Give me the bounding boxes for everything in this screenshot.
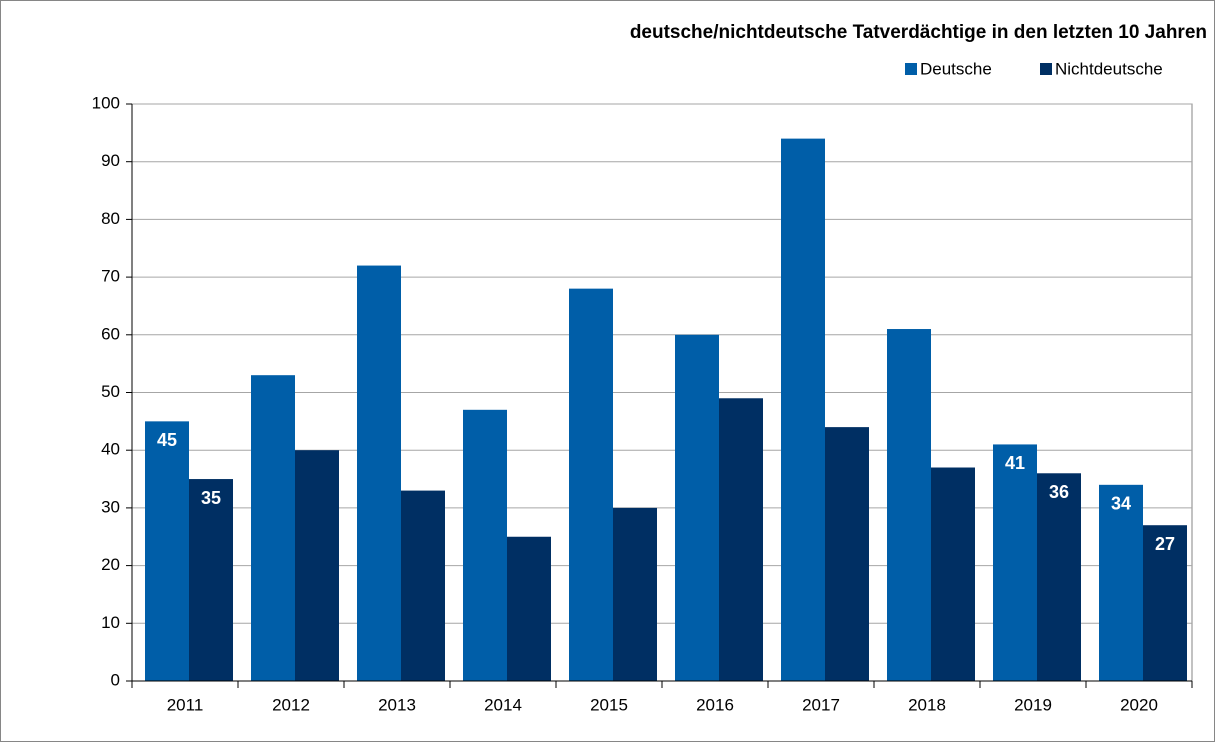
legend-swatch: [1040, 63, 1052, 75]
y-tick-label: 30: [101, 497, 120, 516]
data-label: 41: [1005, 453, 1025, 473]
bar: [1143, 525, 1187, 681]
bar: [887, 329, 931, 681]
bar: [1037, 473, 1081, 681]
data-label: 27: [1155, 534, 1175, 554]
bar: [401, 490, 445, 681]
x-tick-label: 2020: [1120, 695, 1158, 714]
bar: [357, 265, 401, 681]
x-tick-label: 2018: [908, 695, 946, 714]
y-tick-label: 70: [101, 267, 120, 286]
bar: [613, 507, 657, 681]
x-tick-label: 2019: [1014, 695, 1052, 714]
bar: [569, 288, 613, 681]
x-tick-label: 2015: [590, 695, 628, 714]
bar: [719, 398, 763, 681]
y-tick-label: 50: [101, 382, 120, 401]
chart-title: deutsche/nichtdeutsche Tatverdächtige in…: [630, 22, 1207, 43]
bar: [931, 467, 975, 681]
y-tick-label: 20: [101, 555, 120, 574]
legend-swatch: [905, 63, 917, 75]
x-tick-label: 2016: [696, 695, 734, 714]
bar: [295, 450, 339, 681]
bar: [463, 409, 507, 681]
y-tick-label: 10: [101, 613, 120, 632]
bar: [825, 427, 869, 681]
data-label: 36: [1049, 482, 1069, 502]
x-tick-label: 2012: [272, 695, 310, 714]
y-tick-label: 90: [101, 151, 120, 170]
y-tick-label: 0: [111, 670, 120, 689]
y-tick-label: 40: [101, 440, 120, 459]
y-tick-label: 60: [101, 324, 120, 343]
y-tick-label: 80: [101, 209, 120, 228]
data-label: 45: [157, 430, 177, 450]
y-tick-label: 100: [92, 93, 120, 112]
bar: [507, 536, 551, 681]
bar: [251, 375, 295, 681]
bar: [675, 334, 719, 681]
bar: [145, 421, 189, 681]
x-tick-label: 2014: [484, 695, 522, 714]
bar: [993, 444, 1037, 681]
x-tick-label: 2011: [167, 695, 204, 714]
legend-label: Nichtdeutsche: [1055, 59, 1163, 78]
x-tick-label: 2013: [378, 695, 416, 714]
legend-label: Deutsche: [920, 59, 992, 78]
bar: [781, 138, 825, 681]
bar: [189, 479, 233, 681]
bar: [1099, 484, 1143, 681]
x-tick-label: 2017: [802, 695, 840, 714]
data-label: 34: [1111, 494, 1131, 514]
data-label: 35: [201, 488, 221, 508]
